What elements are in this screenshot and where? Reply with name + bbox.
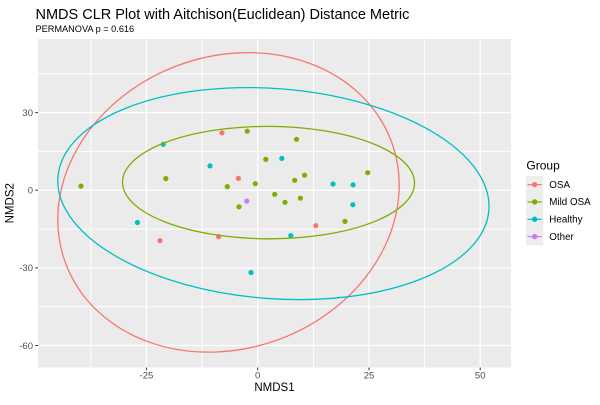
svg-text:Healthy: Healthy	[549, 214, 582, 225]
svg-text:50: 50	[475, 371, 486, 382]
svg-text:0: 0	[255, 371, 260, 382]
svg-text:Mild OSA: Mild OSA	[549, 197, 591, 208]
svg-text:NMDS1: NMDS1	[254, 382, 294, 394]
svg-text:0: 0	[28, 186, 33, 197]
svg-text:OSA: OSA	[549, 180, 570, 191]
svg-text:30: 30	[22, 108, 33, 119]
svg-text:-30: -30	[19, 263, 33, 274]
svg-text:Group: Group	[526, 158, 560, 172]
svg-text:25: 25	[364, 371, 375, 382]
svg-text:PERMANOVA p = 0.616: PERMANOVA p = 0.616	[36, 24, 135, 34]
svg-text:-25: -25	[140, 371, 154, 382]
svg-text:-60: -60	[19, 341, 33, 352]
svg-text:Other: Other	[549, 232, 574, 243]
svg-text:NMDS CLR Plot with Aitchison(E: NMDS CLR Plot with Aitchison(Euclidean) …	[36, 7, 410, 23]
svg-text:NMDS2: NMDS2	[5, 183, 17, 223]
